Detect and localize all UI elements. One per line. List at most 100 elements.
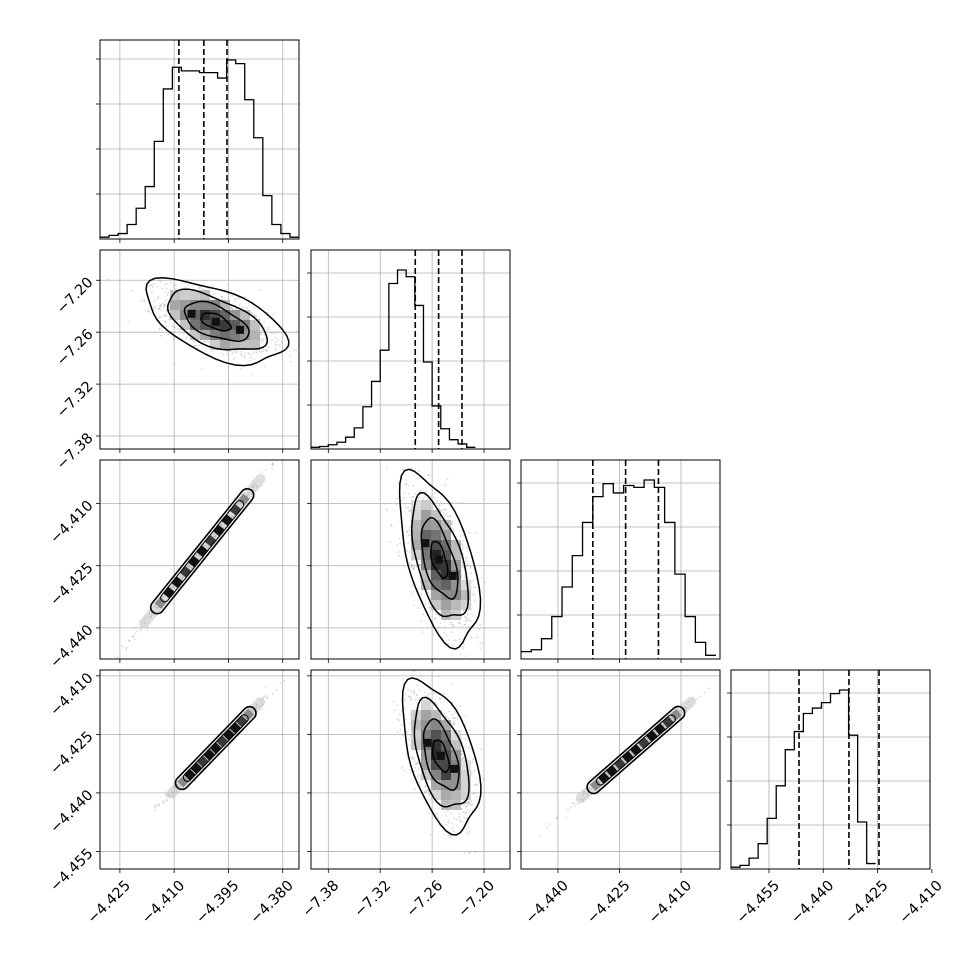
density-cell: [411, 520, 421, 530]
scatter-point: [450, 621, 453, 624]
panel-content-pair-0-2: [100, 460, 299, 659]
scatter-point: [404, 484, 407, 486]
scatter-point: [406, 731, 408, 733]
scatter-point: [235, 307, 237, 310]
scatter-point: [170, 282, 173, 284]
panel-border: [99, 39, 300, 240]
scatter-point: [445, 635, 448, 637]
density-cell: [441, 560, 451, 570]
scatter-point: [385, 467, 388, 469]
density-cell: [170, 300, 180, 310]
scatter-point: [259, 289, 262, 292]
scatter-point: [463, 852, 466, 855]
scatter-point: [163, 304, 166, 307]
scatter-point: [279, 344, 281, 347]
scatter-point: [220, 295, 223, 298]
contour-line: [166, 288, 268, 351]
scatter-point: [249, 353, 251, 356]
scatter-point: [266, 311, 269, 314]
density-cell: [230, 330, 240, 340]
density-cell: [431, 590, 441, 600]
scatter-point: [449, 834, 452, 837]
density-cell: [451, 580, 461, 590]
scatter-point: [446, 716, 448, 719]
density-cell: [421, 570, 431, 580]
density-core: [187, 309, 196, 318]
scatter-point: [426, 497, 429, 500]
scatter-point: [409, 722, 412, 724]
scatter-point: [220, 352, 223, 355]
scatter-point: [471, 803, 473, 806]
scatter-point: [185, 337, 187, 340]
scatter-point: [465, 811, 468, 814]
scatter-point: [399, 542, 402, 545]
scatter-point: [154, 306, 156, 308]
scatter-point: [150, 284, 153, 287]
scatter-point: [468, 800, 470, 802]
scatter-point: [201, 288, 203, 290]
scatter-point: [154, 805, 157, 808]
scatter-point: [158, 316, 161, 319]
scatter-point: [165, 315, 168, 317]
scatter-point: [271, 462, 274, 464]
density-cell: [451, 600, 461, 610]
scatter-point: [267, 327, 270, 329]
scatter-point: [475, 777, 478, 780]
scatter-point: [459, 535, 462, 537]
scatter-point: [166, 294, 169, 297]
scatter-point: [424, 691, 426, 694]
scatter-point: [204, 340, 206, 343]
density-tube: [138, 473, 266, 629]
density-cell: [441, 610, 451, 620]
scatter-point: [447, 515, 449, 518]
scatter-point: [474, 784, 476, 786]
scatter-point: [449, 623, 451, 626]
scatter-point: [262, 339, 264, 342]
scatter-point: [390, 523, 392, 526]
scatter-point: [462, 647, 464, 650]
panel-content-hist-3: [731, 670, 930, 869]
scatter-point: [404, 506, 407, 509]
scatter-point: [271, 464, 274, 467]
density-cell: [441, 520, 451, 530]
density-cell: [230, 310, 240, 320]
scatter-point: [425, 491, 428, 494]
y-tick-label: −4.455: [47, 846, 96, 895]
scatter-point: [479, 641, 482, 644]
density-cell: [421, 520, 431, 530]
scatter-point: [168, 316, 171, 319]
scatter-point: [207, 341, 210, 344]
scatter-point: [301, 344, 303, 346]
scatter-point: [450, 682, 453, 685]
scatter-point: [469, 565, 472, 568]
scatter-point: [447, 639, 449, 641]
scatter-point: [198, 287, 201, 290]
scatter-point: [148, 285, 151, 288]
panel-border: [520, 459, 721, 660]
scatter-point: [483, 580, 486, 583]
scatter-point: [198, 344, 201, 347]
scatter-point: [463, 576, 466, 579]
density-cell: [190, 290, 200, 300]
density-cell: [200, 290, 210, 300]
density-block: [237, 493, 250, 506]
y-tick-label: −4.425: [47, 560, 96, 609]
scatter-point: [406, 550, 409, 553]
panel-content-hist-2: [521, 460, 720, 659]
density-core: [421, 539, 430, 548]
density-cell: [200, 320, 210, 330]
scatter-point: [407, 542, 410, 544]
contour-line: [183, 300, 250, 342]
scatter-point: [427, 473, 430, 476]
density-cell: [431, 540, 441, 550]
panel-pair-1-2: [307, 459, 511, 663]
scatter-point: [461, 534, 464, 536]
scatter-point: [416, 693, 418, 696]
scatter-point: [444, 509, 447, 511]
density-cell: [220, 310, 230, 320]
density-tube: [166, 697, 266, 799]
scatter-point: [468, 831, 470, 834]
scatter-point: [158, 308, 161, 311]
scatter-point: [289, 355, 292, 358]
scatter-point: [165, 287, 168, 290]
